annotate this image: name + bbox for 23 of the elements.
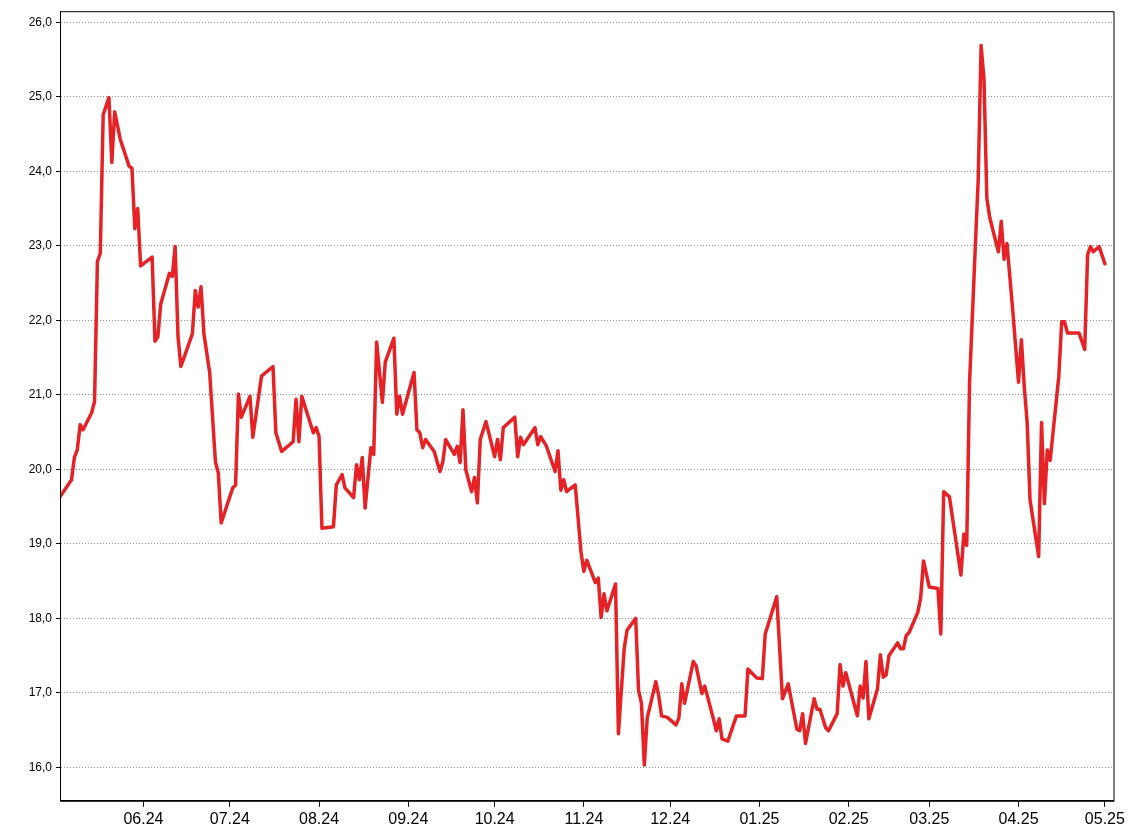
x-tick-label: 09.24 [388,809,429,827]
x-tick-label: 01.25 [739,809,780,827]
x-tick-label: 08.24 [299,809,340,827]
y-tick-label: 17,0 [28,685,53,700]
x-tick-label: 02.25 [828,809,869,827]
y-tick-label: 16,0 [28,759,53,774]
x-tick-label: 07.24 [209,809,250,827]
x-tick-label: 12.24 [650,809,691,827]
y-tick-label: 23,0 [28,238,53,253]
y-tick-label: 20,0 [28,461,53,476]
y-tick-label: 21,0 [28,387,53,402]
y-tick-label: 25,0 [28,89,53,104]
y-tick-label: 26,0 [28,14,53,29]
x-tick-label: 11.24 [564,809,604,827]
x-tick-label: 10.24 [474,809,515,827]
x-tick-label: 06.24 [123,809,164,827]
x-tick-label: 04.25 [998,809,1039,827]
y-tick-label: 22,0 [28,312,53,327]
y-tick-label: 18,0 [28,610,53,625]
y-tick-label: 24,0 [28,163,53,178]
x-tick-label: 03.25 [909,809,950,827]
x-tick-label: 05.25 [1084,809,1125,827]
y-tick-label: 19,0 [28,536,53,551]
